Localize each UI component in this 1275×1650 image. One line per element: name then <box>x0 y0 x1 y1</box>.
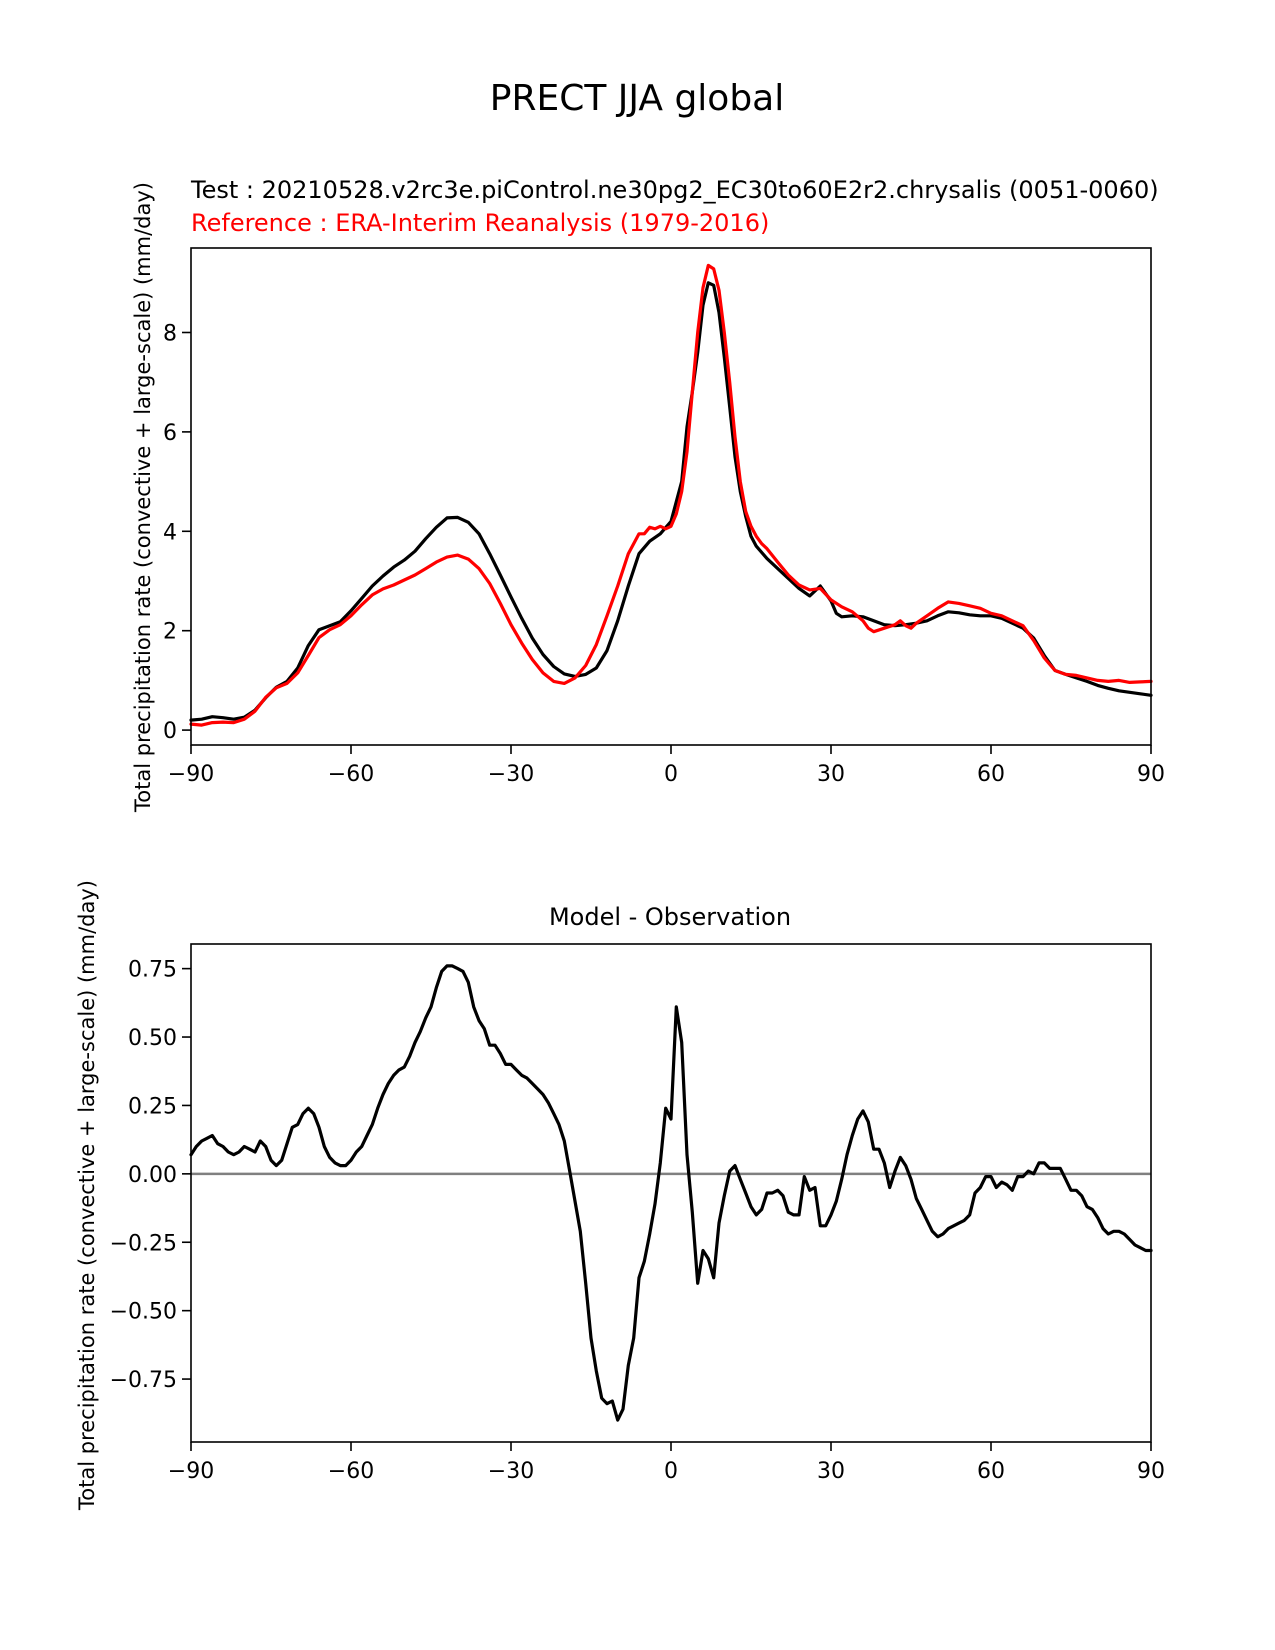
x-tick-label: 60 <box>977 762 1005 787</box>
y-tick-label: −0.75 <box>110 1368 177 1393</box>
axes-frame <box>190 943 1152 1443</box>
x-tick-label: 90 <box>1137 762 1165 787</box>
y-tick-label: 0.75 <box>128 958 177 983</box>
series-line-difference <box>189 964 1153 1422</box>
top-panel-test-title: Test : 20210528.v2rc3e.piControl.ne30pg2… <box>190 176 1159 204</box>
y-tick-label: 8 <box>163 321 177 346</box>
x-tick-label: −60 <box>328 1459 374 1484</box>
y-tick-label: 6 <box>163 421 177 446</box>
x-tick-label: −60 <box>328 762 374 787</box>
bottom-panel-ylabel: Total precipitation rate (convective + l… <box>75 880 99 1511</box>
y-tick-label: 0.00 <box>128 1163 177 1188</box>
y-tick-label: −0.25 <box>110 1231 177 1256</box>
x-tick-label: 30 <box>817 762 845 787</box>
series-line-reference <box>189 263 1153 727</box>
y-tick-label: 4 <box>163 520 177 545</box>
series-line-test <box>189 281 1153 722</box>
y-tick-label: 2 <box>163 620 177 645</box>
x-tick-label: 0 <box>664 762 678 787</box>
x-tick-label: −30 <box>488 762 534 787</box>
x-tick-label: 0 <box>664 1459 678 1484</box>
x-tick-label: −90 <box>168 1459 214 1484</box>
top-panel-plot-area: −90 −60 −30 0 30 60 90 0 2 4 6 8 <box>163 247 1165 787</box>
y-tick-label: 0.50 <box>128 1026 177 1051</box>
bottom-panel-plot-area: −90 −60 −30 0 30 60 90 −0.75 −0.50 −0.25 0.00 0.25 0… <box>110 943 1165 1484</box>
bottom-panel-title: Model - Observation <box>549 903 791 931</box>
y-tick-label: 0.25 <box>128 1094 177 1119</box>
figure-title: PRECT JJA global <box>490 78 785 119</box>
x-tick-label: 60 <box>977 1459 1005 1484</box>
y-tick-label: 0 <box>163 719 177 744</box>
x-tick-label: 90 <box>1137 1459 1165 1484</box>
x-tick-label: −90 <box>168 762 214 787</box>
y-tick-label: −0.50 <box>110 1300 177 1325</box>
x-tick-label: 30 <box>817 1459 845 1484</box>
axes-frame <box>190 247 1152 746</box>
x-tick-label: −30 <box>488 1459 534 1484</box>
top-panel-reference-title: Reference : ERA-Interim Reanalysis (1979… <box>191 209 769 237</box>
top-panel-ylabel: Total precipitation rate (convective + l… <box>131 182 155 813</box>
